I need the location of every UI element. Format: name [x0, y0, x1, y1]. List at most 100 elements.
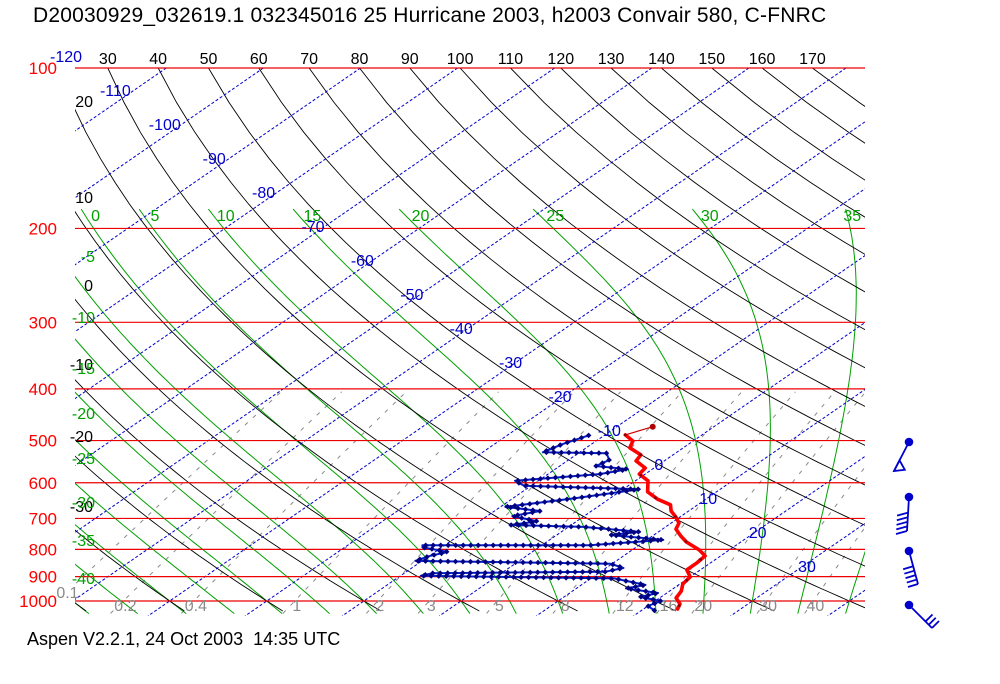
dewpoint-marker — [549, 569, 556, 575]
dry-adiabat-line — [560, 68, 865, 293]
isotherm-line — [75, 68, 847, 600]
dewpoint-marker — [640, 582, 646, 589]
dewpoint-marker — [619, 467, 626, 473]
moist-adiabat-left-label: -20 — [72, 406, 95, 423]
dewpoint-marker — [504, 503, 511, 510]
isobar-grid — [75, 67, 865, 602]
dewpoint-marker — [558, 449, 565, 456]
isotherm-line — [75, 68, 750, 534]
dry-adiabat-left-label: 10 — [75, 190, 93, 207]
dewpoint-marker — [512, 559, 519, 566]
dry-adiabat-line — [107, 68, 775, 612]
isotherm-label: -100 — [149, 117, 181, 134]
isotherm-label: -40 — [450, 321, 473, 338]
dewpoint-marker — [568, 523, 574, 530]
dewpoint-marker — [552, 483, 559, 490]
pressure-label: 700 — [29, 509, 57, 528]
dewpoint-marker — [560, 474, 566, 480]
mixing-ratio-label: 0.2 — [114, 598, 136, 615]
moist-adiabat-line — [80, 208, 471, 614]
dewpoint-marker — [652, 590, 659, 597]
dewpoint-marker — [542, 569, 548, 575]
dewpoint-marker — [465, 573, 472, 580]
dewpoint-marker — [595, 560, 601, 567]
dewpoint-marker — [557, 542, 564, 549]
temperature-dot — [678, 604, 681, 607]
mixing-ratio-label: 12 — [616, 598, 634, 615]
wind-barb-column — [892, 437, 940, 629]
dewpoint-marker — [518, 574, 524, 580]
dry-adiabat-top-label: 90 — [401, 51, 419, 68]
dewpoint-marker — [635, 529, 642, 535]
dry-adiabat-left-label: -30 — [70, 499, 93, 516]
mixing-ratio-label: 2 — [375, 598, 384, 615]
dewpoint-marker — [452, 558, 459, 565]
dewpoint-marker — [526, 516, 532, 523]
temperature-outlier-dot — [649, 423, 656, 430]
dry-adiabat-top-label: 120 — [547, 51, 574, 68]
dewpoint-marker — [598, 525, 604, 532]
dewpoint-marker — [616, 531, 622, 537]
dewpoint-marker — [535, 559, 541, 566]
dewpoint-marker — [567, 473, 574, 480]
dewpoint-marker — [420, 573, 427, 579]
mixing-ratio-line — [691, 391, 865, 614]
dewpoint-marker — [578, 575, 584, 581]
dewpoint-marker — [522, 477, 529, 483]
dewpoint-marker — [516, 480, 522, 486]
dewpoint-marker — [608, 575, 614, 582]
dewpoint-marker — [572, 542, 579, 549]
isotherm-label: -120 — [50, 49, 82, 66]
mixing-ratio-label: 3 — [427, 598, 436, 615]
moist-adiabat-left-label: -35 — [72, 533, 95, 550]
dewpoint-marker — [643, 588, 649, 594]
dewpoint-marker — [550, 560, 556, 566]
dewpoint-marker — [523, 522, 529, 529]
wind-barb-icon — [895, 492, 914, 535]
dewpoint-marker — [638, 594, 644, 600]
dry-adiabat-line — [75, 298, 480, 612]
dry-adiabat-top-label: 30 — [99, 51, 117, 68]
dewpoint-marker — [545, 523, 552, 529]
dewpoint-marker — [651, 607, 658, 614]
dewpoint-marker — [512, 569, 518, 576]
temperature-dot — [639, 453, 642, 457]
dewpoint-marker — [630, 579, 636, 586]
mixing-ratio-line — [75, 391, 282, 585]
dewpoint-marker — [572, 569, 578, 575]
mixing-ratio-line — [486, 391, 683, 614]
dewpoint-marker — [556, 497, 563, 503]
dewpoint-marker — [445, 558, 451, 565]
moist-adiabat-line — [692, 208, 771, 614]
dewpoint-marker — [557, 442, 563, 448]
dewpoint-marker — [515, 522, 522, 528]
dewpoint-marker — [581, 450, 587, 456]
dry-adiabat-top-label: 70 — [300, 51, 318, 68]
moist-adiabat-top-label: 10 — [217, 208, 235, 225]
dewpoint-marker — [445, 542, 451, 549]
dry-adiabat-line — [75, 210, 578, 612]
dewpoint-marker — [590, 525, 597, 531]
moist-adiabat-line — [75, 523, 187, 615]
mixing-ratio-line — [804, 526, 865, 614]
dewpoint-marker — [549, 498, 555, 504]
dewpoint-marker — [452, 542, 459, 549]
moist-adiabat-line — [398, 208, 657, 614]
dewpoint-marker — [582, 484, 589, 491]
dewpoint-marker — [460, 558, 466, 565]
moist-adiabat-line — [797, 208, 857, 614]
dewpoint-marker — [522, 483, 529, 489]
dewpoint-marker — [580, 560, 586, 567]
dewpoint-marker — [565, 542, 571, 549]
dewpoint-marker — [438, 550, 445, 557]
dewpoint-marker — [580, 542, 586, 549]
dry-adiabat-line — [459, 68, 865, 369]
isotherm-label: -10 — [598, 423, 621, 440]
dry-adiabat-top-label: 40 — [149, 51, 167, 68]
dewpoint-marker — [615, 465, 622, 472]
dewpoint-marker — [593, 575, 599, 581]
dewpoint-marker — [582, 472, 589, 478]
dewpoint-marker — [579, 494, 585, 501]
dewpoint-trace — [414, 432, 665, 614]
dewpoint-marker — [527, 569, 533, 576]
